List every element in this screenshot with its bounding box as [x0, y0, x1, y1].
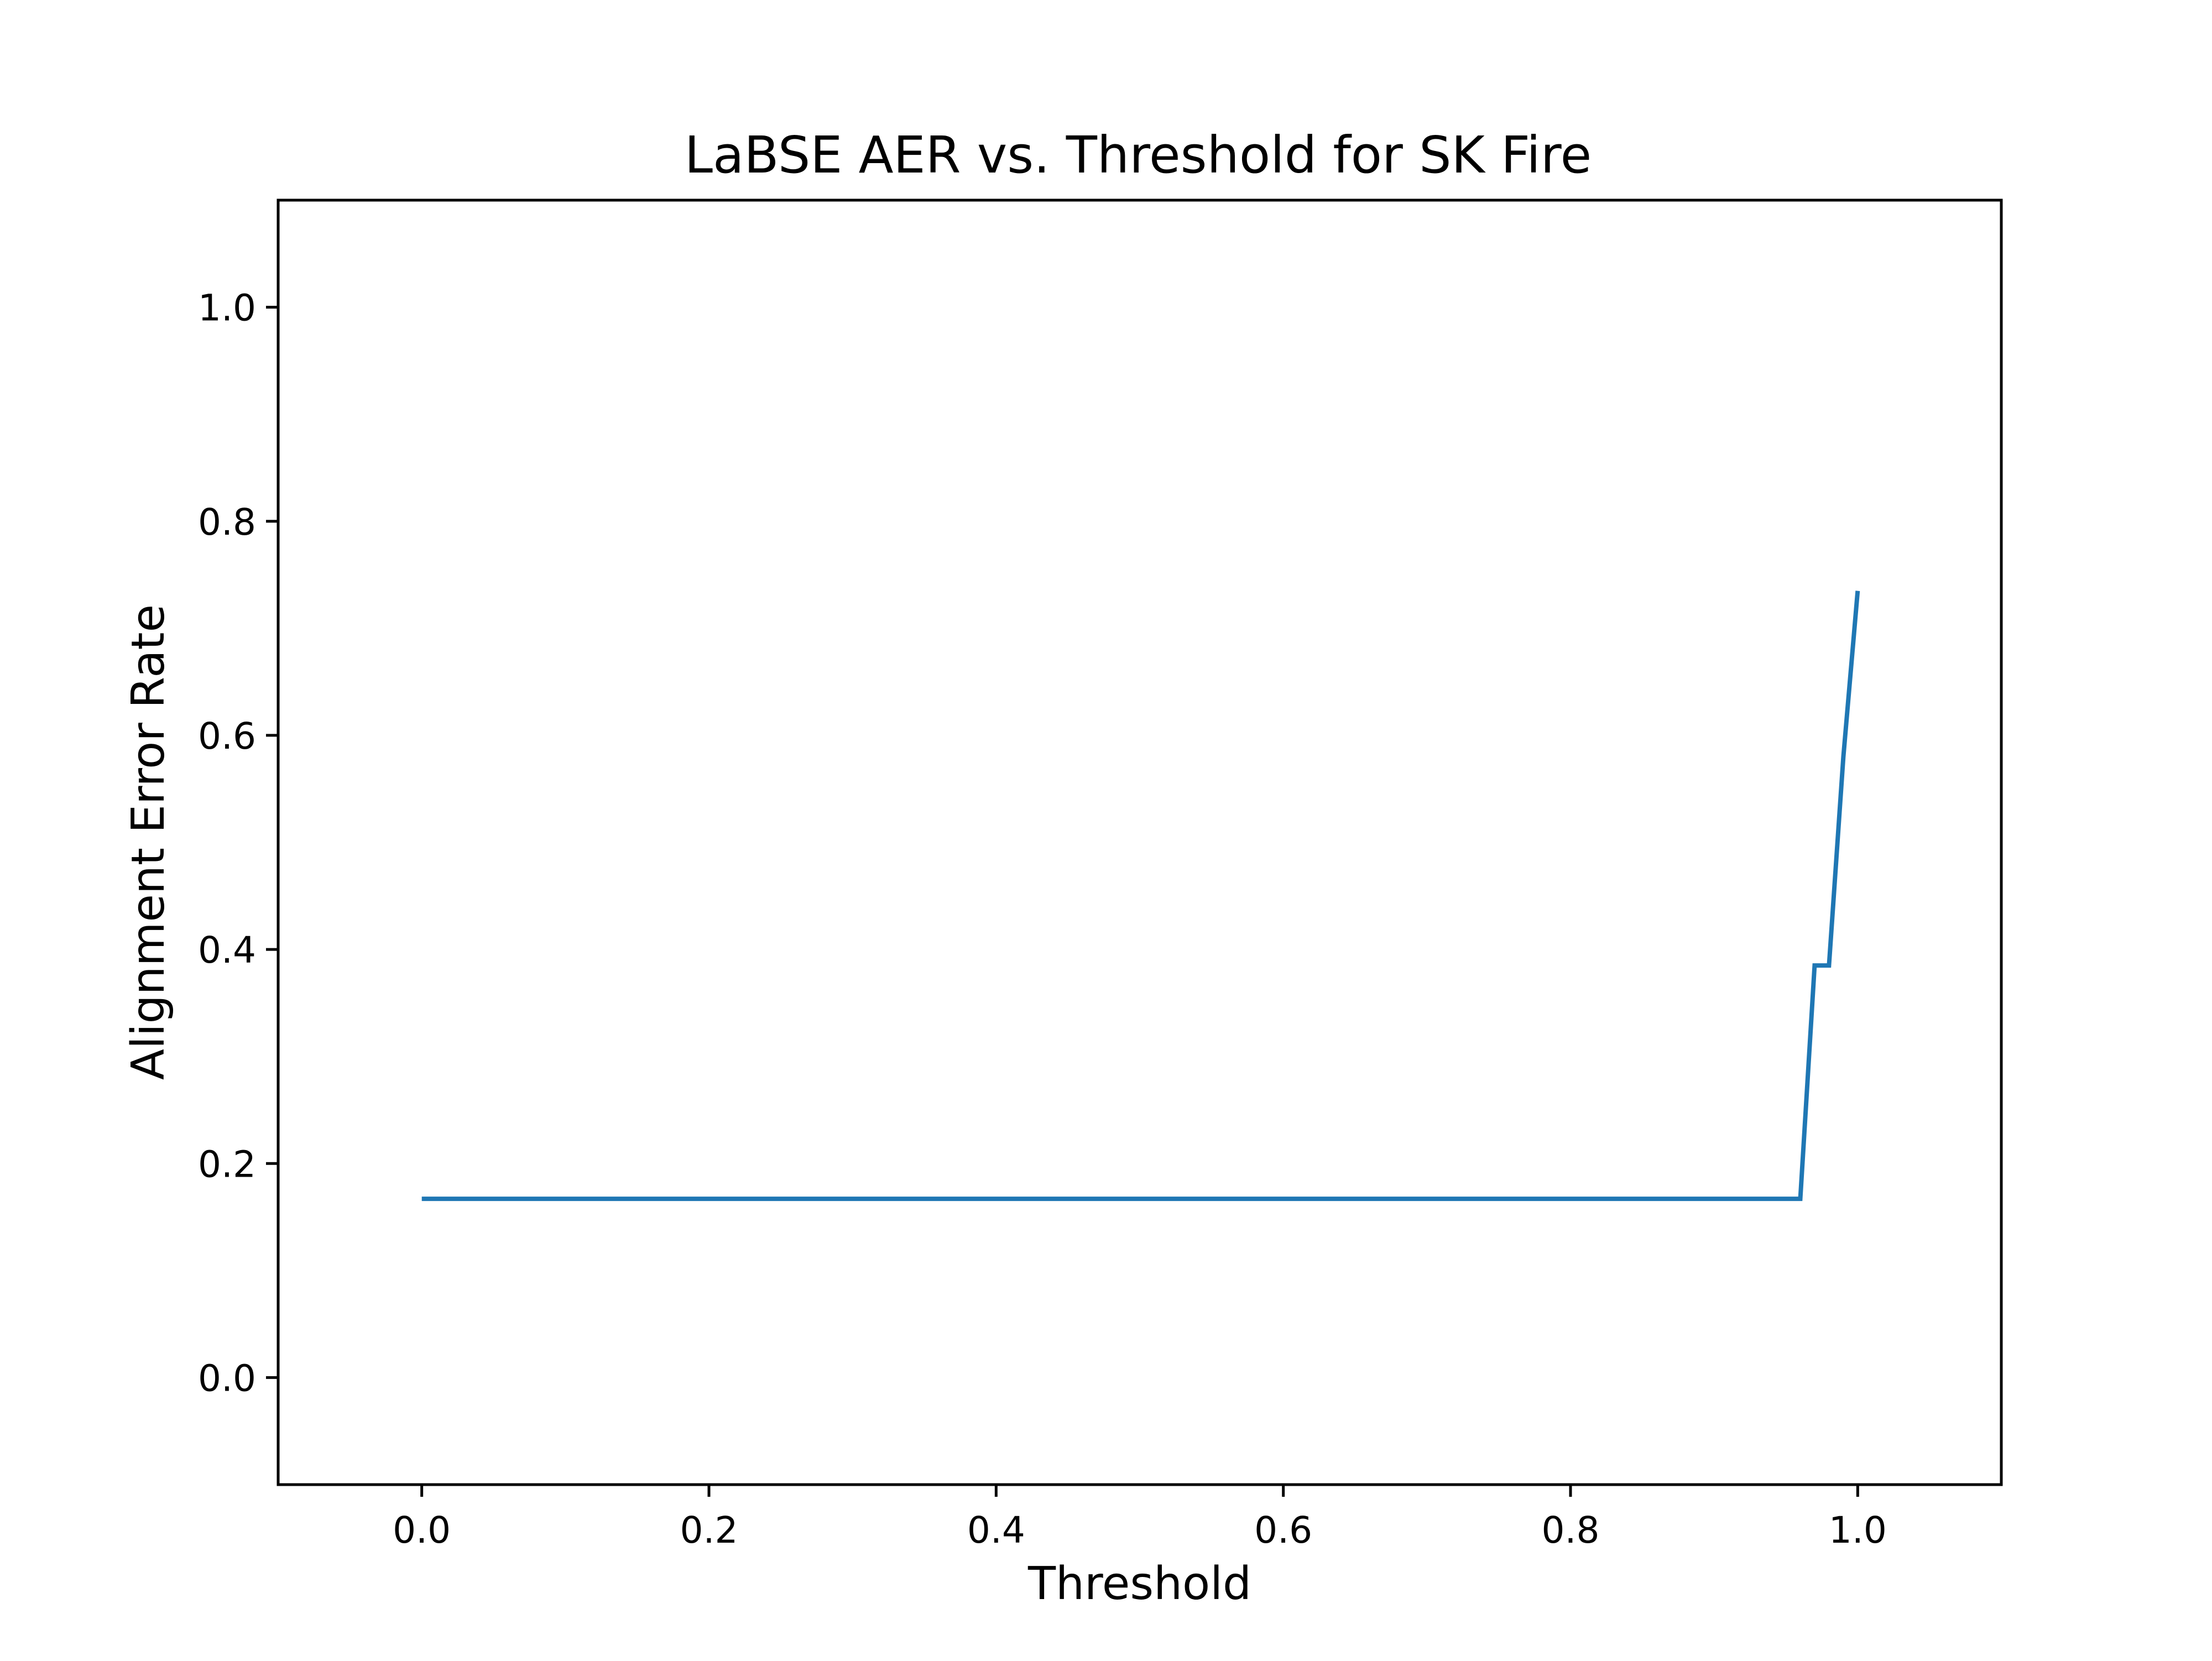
y-tick-label: 0.8 [198, 501, 256, 544]
y-axis-ticks: 0.0 0.2 0.4 0.6 0.8 1.0 [198, 287, 278, 1399]
series-group [421, 591, 1860, 1202]
x-tick-label: 0.8 [1542, 1509, 1600, 1552]
chart-title: LaBSE AER vs. Threshold for SK Fire [685, 126, 1592, 185]
x-tick-label: 0.4 [967, 1509, 1025, 1552]
x-tick-label: 0.6 [1254, 1509, 1312, 1552]
x-axis-ticks: 0.0 0.2 0.4 0.6 0.8 1.0 [393, 1485, 1887, 1552]
x-tick-label: 1.0 [1829, 1509, 1887, 1552]
y-axis-label: Alignment Error Rate [122, 604, 175, 1080]
y-tick-label: 0.6 [198, 715, 256, 758]
plot-area-frame [276, 199, 2003, 1486]
y-tick-label: 0.0 [198, 1357, 256, 1399]
x-tick-label: 0.2 [680, 1509, 738, 1552]
y-tick-label: 0.2 [198, 1143, 256, 1185]
x-axis-label: Threshold [1027, 1558, 1251, 1610]
y-tick-label: 1.0 [198, 287, 256, 330]
y-tick-label: 0.4 [198, 929, 256, 971]
x-tick-label: 0.0 [393, 1509, 451, 1552]
series-line-0 [421, 591, 1860, 1202]
